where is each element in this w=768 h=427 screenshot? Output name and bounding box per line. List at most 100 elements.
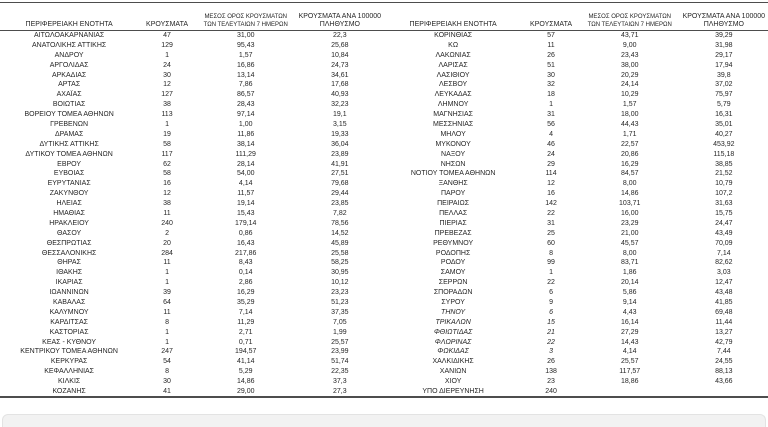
cell-per100k: 7,14: [717, 249, 731, 257]
table-row: ΡΟΔΟΠΗΣ 8 8,00 7,14: [384, 248, 768, 258]
cell-cases: 24: [547, 150, 555, 158]
cell-per100k: 25,57: [331, 338, 349, 346]
cell-avg7: 5,86: [622, 289, 637, 297]
cell-per100k: 37,02: [715, 81, 733, 89]
cell-avg7: 194,57: [235, 348, 257, 356]
cell-per100k: 40,93: [331, 91, 349, 99]
cell-avg7: 95,43: [236, 41, 255, 49]
cell-region: ΜΗΛΟΥ: [440, 130, 466, 138]
cell-cases: 4: [549, 130, 553, 138]
table-row: ΜΥΚΟΝΟΥ 46 22,57 453,92: [384, 139, 768, 149]
cell-region: ΚΟΖΑΝΗΣ: [52, 387, 86, 395]
column-header-avg7-line2: ΤΩΝ ΤΕΛΕΥΤΑΙΩΝ 7 ΗΜΕΡΩΝ: [203, 21, 288, 28]
cell-cases: 240: [545, 387, 557, 395]
table-row: ΧΑΛΚΙΔΙΚΗΣ 26 25,57 24,55: [384, 357, 768, 367]
cell-region: ΔΥΤΙΚΗΣ ΑΤΤΙΚΗΣ: [39, 140, 99, 148]
cell-avg7: 8,00: [622, 249, 637, 257]
cell-avg7: 9,14: [622, 298, 637, 306]
cell-per100k: 32,23: [331, 101, 349, 109]
cell-cases: 8: [165, 318, 169, 326]
cell-region: ΑΡΚΑΔΙΑΣ: [51, 71, 87, 79]
cell-cases: 54: [163, 358, 171, 366]
cell-avg7: 83,71: [620, 259, 639, 267]
column-header-per100k-line2: ΠΛΗΘΥΣΜΟ: [703, 21, 744, 28]
cell-cases: 51: [547, 61, 555, 69]
cell-avg7: 24,14: [620, 81, 639, 89]
table-row: ΚΕΑΣ - ΚΥΘΝΟΥ 1 0,71 25,57: [0, 337, 384, 347]
cell-cases: 30: [163, 71, 171, 79]
column-header-avg7-line2: ΤΩΝ ΤΕΛΕΥΤΑΙΩΝ 7 ΗΜΕΡΩΝ: [587, 21, 672, 28]
cell-per100k: 10,79: [715, 180, 733, 188]
cell-cases: 46: [547, 140, 555, 148]
cell-region: ΘΑΣΟΥ: [57, 229, 82, 237]
cell-region: ΚΕΝΤΡΙΚΟΥ ΤΟΜΕΑ ΑΘΗΝΩΝ: [20, 348, 118, 356]
cell-per100k: 17,68: [331, 81, 349, 89]
cell-region: ΖΑΚΥΝΘΟΥ: [49, 190, 89, 198]
cell-avg7: 5,29: [238, 368, 253, 376]
table-row: ΑΧΑΪΑΣ 127 86,57 40,93: [0, 90, 384, 100]
column-header-avg7-line1: ΜΕΣΟΣ ΟΡΟΣ ΚΡΟΥΣΜΑΤΩΝ: [204, 14, 288, 20]
cell-per100k: 12,47: [715, 279, 733, 287]
cell-per100k: 15,75: [715, 209, 733, 217]
column-header-per100k-line2: ΠΛΗΘΥΣΜΟ: [319, 21, 360, 28]
cell-region: ΜΥΚΟΝΟΥ: [435, 140, 471, 148]
cell-region: ΚΙΛΚΙΣ: [58, 378, 81, 386]
column-header-cases: ΚΡΟΥΣΜΑΤΑ: [522, 2, 580, 31]
cell-per100k: 1,99: [333, 328, 347, 336]
table-row: ΛΕΥΚΑΔΑΣ 18 10,29 75,97: [384, 90, 768, 100]
cell-cases: 64: [163, 298, 171, 306]
cell-avg7: 1,86: [622, 269, 637, 277]
cell-region: ΣΕΡΡΩΝ: [438, 279, 468, 287]
column-header-cases: ΚΡΟΥΣΜΑΤΑ: [138, 2, 196, 31]
cell-per100k: 10,12: [331, 279, 349, 287]
cell-region: ΗΡΑΚΛΕΙΟΥ: [49, 219, 89, 227]
cell-avg7: 111,29: [235, 150, 256, 158]
table-row: ΣΥΡΟΥ 9 9,14 41,85: [384, 298, 768, 308]
cell-per100k: 23,99: [331, 348, 349, 356]
table-row: ΤΗΝΟΥ 6 4,43 69,48: [384, 307, 768, 317]
cell-avg7: 1,57: [622, 101, 637, 109]
table-row: ΝΟΤΙΟΥ ΤΟΜΕΑ ΑΘΗΝΩΝ 114 84,57 21,52: [384, 169, 768, 179]
cell-per100k: 29,44: [331, 190, 349, 198]
cell-cases: 24: [163, 61, 171, 69]
cell-cases: 12: [163, 190, 171, 198]
cell-cases: 19: [163, 130, 171, 138]
cell-per100k: 7,44: [717, 348, 731, 356]
cell-per100k: 70,09: [715, 239, 733, 247]
cell-avg7: 43,71: [620, 32, 639, 40]
cell-per100k: 31,63: [715, 200, 733, 208]
table-row: ΜΕΣΣΗΝΙΑΣ 56 44,43 35,01: [384, 120, 768, 130]
cell-region: ΚΕΑΣ - ΚΥΘΝΟΥ: [42, 338, 97, 346]
table-row: ΑΡΤΑΣ 12 7,86 17,68: [0, 80, 384, 90]
cell-region: ΛΑΡΙΣΑΣ: [438, 61, 468, 69]
table-row: ΝΑΞΟΥ 24 20,86 115,18: [384, 149, 768, 159]
cell-region: ΚΟΡΙΝΘΙΑΣ: [434, 32, 473, 40]
cell-region: ΒΟΙΩΤΙΑΣ: [52, 101, 86, 109]
cell-cases: 1: [165, 269, 169, 277]
cell-region: ΠΕΛΛΑΣ: [439, 209, 468, 217]
table-row: ΗΡΑΚΛΕΙΟΥ 240 179,14 78,56: [0, 218, 384, 228]
cell-avg7: 7,86: [238, 81, 253, 89]
cell-cases: 11: [163, 209, 171, 217]
cell-avg7: 16,14: [620, 318, 639, 326]
table-row: ΚΩ 11 9,00 31,98: [384, 40, 768, 50]
table-row: ΙΚΑΡΙΑΣ 1 2,86 10,12: [0, 278, 384, 288]
cell-avg7: 13,14: [236, 71, 255, 79]
cell-cases: 16: [547, 190, 555, 198]
table-row: ΛΗΜΝΟΥ 1 1,57 5,79: [384, 100, 768, 110]
cell-region: ΘΕΣΠΡΩΤΙΑΣ: [46, 239, 92, 247]
table-row: ΣΕΡΡΩΝ 22 20,14 12,47: [384, 278, 768, 288]
cell-cases: 1: [165, 120, 169, 128]
cell-region: ΛΑΚΩΝΙΑΣ: [435, 51, 471, 59]
cell-region: ΚΑΒΑΛΑΣ: [52, 298, 86, 306]
cell-region: ΑΡΤΑΣ: [58, 81, 81, 89]
cell-per100k: 43,66: [715, 378, 733, 386]
cell-avg7: 45,57: [620, 239, 639, 247]
table-row: ΘΕΣΠΡΩΤΙΑΣ 20 16,43 45,89: [0, 238, 384, 248]
cell-cases: 1: [165, 338, 169, 346]
cell-per100k: 7,82: [333, 209, 347, 217]
cell-cases: 1: [549, 101, 553, 109]
table-row: ΔΥΤΙΚΟΥ ΤΟΜΕΑ ΑΘΗΝΩΝ 117 111,29 23,89: [0, 149, 384, 159]
cell-avg7: 10,29: [620, 91, 639, 99]
cell-cases: 39: [163, 289, 171, 297]
